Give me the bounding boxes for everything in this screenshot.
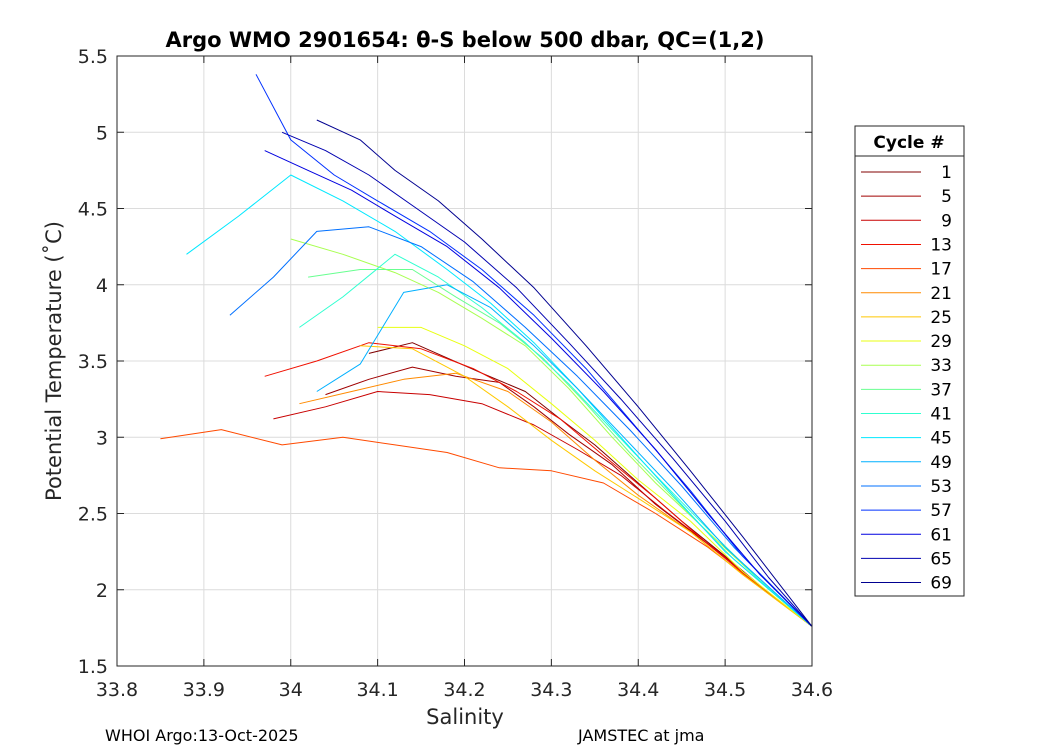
legend-entry: 49 [861,453,952,473]
series-line-cycle-25 [360,345,813,627]
legend-entry: 37 [861,380,952,400]
legend-label: 29 [930,332,952,352]
y-tick-label: 5 [96,122,108,144]
legend-entry: 17 [861,260,952,280]
legend-label: 57 [930,501,952,521]
legend-label: 9 [941,211,952,231]
y-tick-label: 4 [96,275,108,297]
series-line-cycle-29 [377,326,813,627]
footer-right: JAMSTEC at jma [578,726,705,745]
legend-box [854,125,965,597]
legend-label: 45 [930,429,952,449]
legend-label: 37 [930,380,952,400]
legend-label: 17 [930,260,952,280]
x-tick-label: 34.3 [530,679,572,701]
legend: Cycle # 1 5 9 13 17 21 25 29 33 37 41 45 49 53 57 61 65 6… [854,125,965,597]
legend-entry: 69 [861,574,952,594]
legend-entry: 21 [861,284,952,304]
legend-entry: 65 [861,549,952,569]
legend-label: 69 [930,574,952,594]
series-line-cycle-69 [316,119,813,627]
series-line-cycle-17 [160,429,813,627]
y-tick-label: 3.5 [78,351,108,373]
legend-label: 25 [930,308,952,328]
series-line-cycle-9 [273,391,813,627]
footer-left: WHOI Argo:13-Oct-2025 [105,726,299,745]
legend-label: 41 [930,405,952,425]
x-tick-label: 33.8 [96,679,138,701]
legend-entry: 25 [861,308,952,328]
legend-title: Cycle # [873,133,944,153]
legend-label: 53 [930,477,952,497]
x-tick-label: 34.1 [356,679,398,701]
y-axis-label: Potential Temperature (˚C) [42,221,66,501]
y-tick-label: 3 [96,427,108,449]
legend-entry: 41 [861,405,952,425]
legend-entry: 29 [861,332,952,352]
legend-label: 21 [930,284,952,304]
x-tick-label: 34.4 [617,679,659,701]
legend-label: 49 [930,453,952,473]
series-line-cycle-61 [264,150,813,627]
legend-label: 13 [930,235,952,255]
series-line-cycle-65 [281,131,813,627]
x-tick-label: 34.2 [443,679,485,701]
y-tick-label: 2.5 [78,504,108,526]
x-tick-label: 33.9 [183,679,225,701]
legend-entry: 9 [861,211,952,231]
legend-label: 33 [930,356,952,376]
legend-entry: 33 [861,356,952,376]
x-tick-label: 34.5 [704,679,746,701]
y-tick-label: 5.5 [78,46,108,68]
series-line-cycle-57 [255,74,813,627]
legend-label: 65 [930,549,952,569]
x-axis-label: Salinity [426,705,504,729]
y-tick-label: 1.5 [78,656,108,678]
legend-entry: 53 [861,477,952,497]
legend-entry: 57 [861,501,952,521]
legend-entry: 61 [861,525,952,545]
x-tick-label: 34 [279,679,303,701]
legend-entry: 13 [861,235,952,255]
series-line-cycle-45 [186,174,813,627]
legend-entry: 1 [861,163,952,183]
y-tick-label: 4.5 [78,199,108,221]
series-line-cycle-53 [229,226,813,627]
legend-label: 1 [941,163,952,183]
legend-label: 5 [941,187,952,207]
legend-entry: 5 [861,187,952,207]
legend-entry: 45 [861,429,952,449]
y-tick-label: 2 [96,580,108,602]
series-line-cycle-49 [316,284,813,627]
x-tick-label: 34.6 [791,679,833,701]
legend-label: 61 [930,525,952,545]
chart-title: Argo WMO 2901654: θ-S below 500 dbar, QC… [166,28,765,52]
